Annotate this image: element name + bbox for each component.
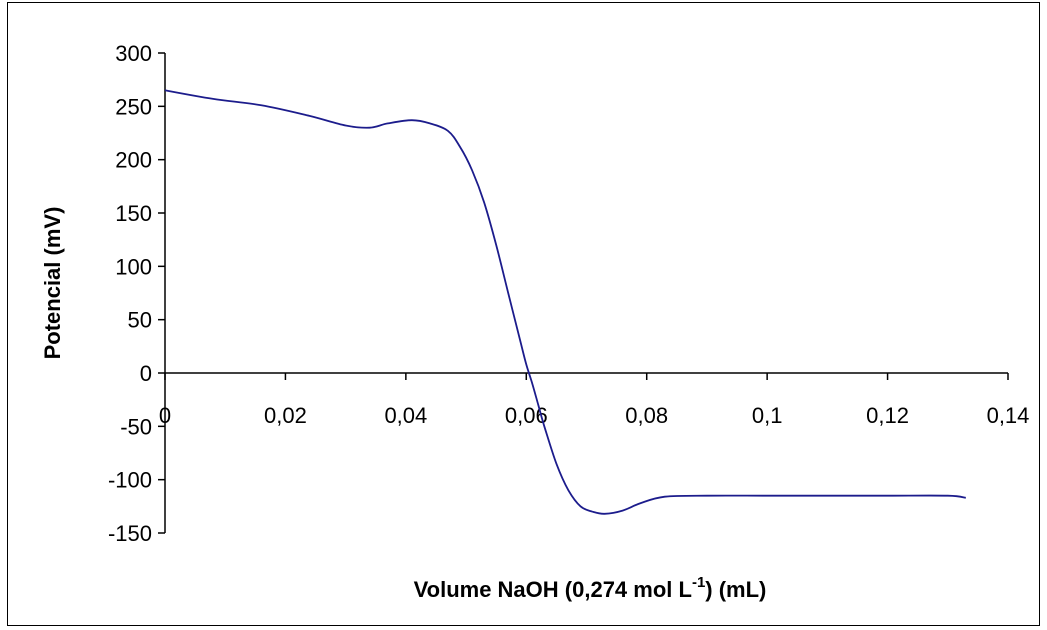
y-tick-label: 200 (115, 148, 152, 173)
y-axis-title: Potencial (mV) (40, 207, 65, 360)
x-tick-label: 0 (159, 403, 171, 428)
y-tick-label: -150 (108, 521, 152, 546)
ticks (158, 52, 1009, 534)
chart-frame (7, 2, 1040, 626)
axes (164, 53, 1008, 533)
y-tick-label: 250 (115, 94, 152, 119)
y-tick-label: 50 (128, 308, 152, 333)
y-tick-label: 300 (115, 41, 152, 66)
series-group (164, 89, 966, 515)
y-tick-label: 0 (140, 361, 152, 386)
x-tick-label: 0,12 (866, 403, 909, 428)
x-axis-title-main: Volume NaOH (0,274 mol L (414, 577, 692, 602)
x-axis-title-tail: ) (mL) (705, 577, 766, 602)
x-tick-label: 0,04 (384, 403, 427, 428)
x-tick-label: 0,02 (264, 403, 307, 428)
x-axis-title-superscript: -1 (692, 574, 705, 591)
x-tick-label: 0,14 (987, 403, 1030, 428)
y-tick-label: -50 (120, 414, 152, 439)
series-line (164, 89, 966, 515)
x-tick-label: 0,08 (625, 403, 668, 428)
x-tick-label: 0,1 (752, 403, 783, 428)
tick-labels: -150 -100 -50 0 50 100 150 200 250 300 0 0,02 0,04 0,… (108, 41, 1029, 546)
x-axis-title: Volume NaOH (0,274 mol L-1) (mL) (414, 574, 767, 602)
y-tick-label: 100 (115, 254, 152, 279)
y-tick-label: 150 (115, 201, 152, 226)
y-tick-label: -100 (108, 468, 152, 493)
